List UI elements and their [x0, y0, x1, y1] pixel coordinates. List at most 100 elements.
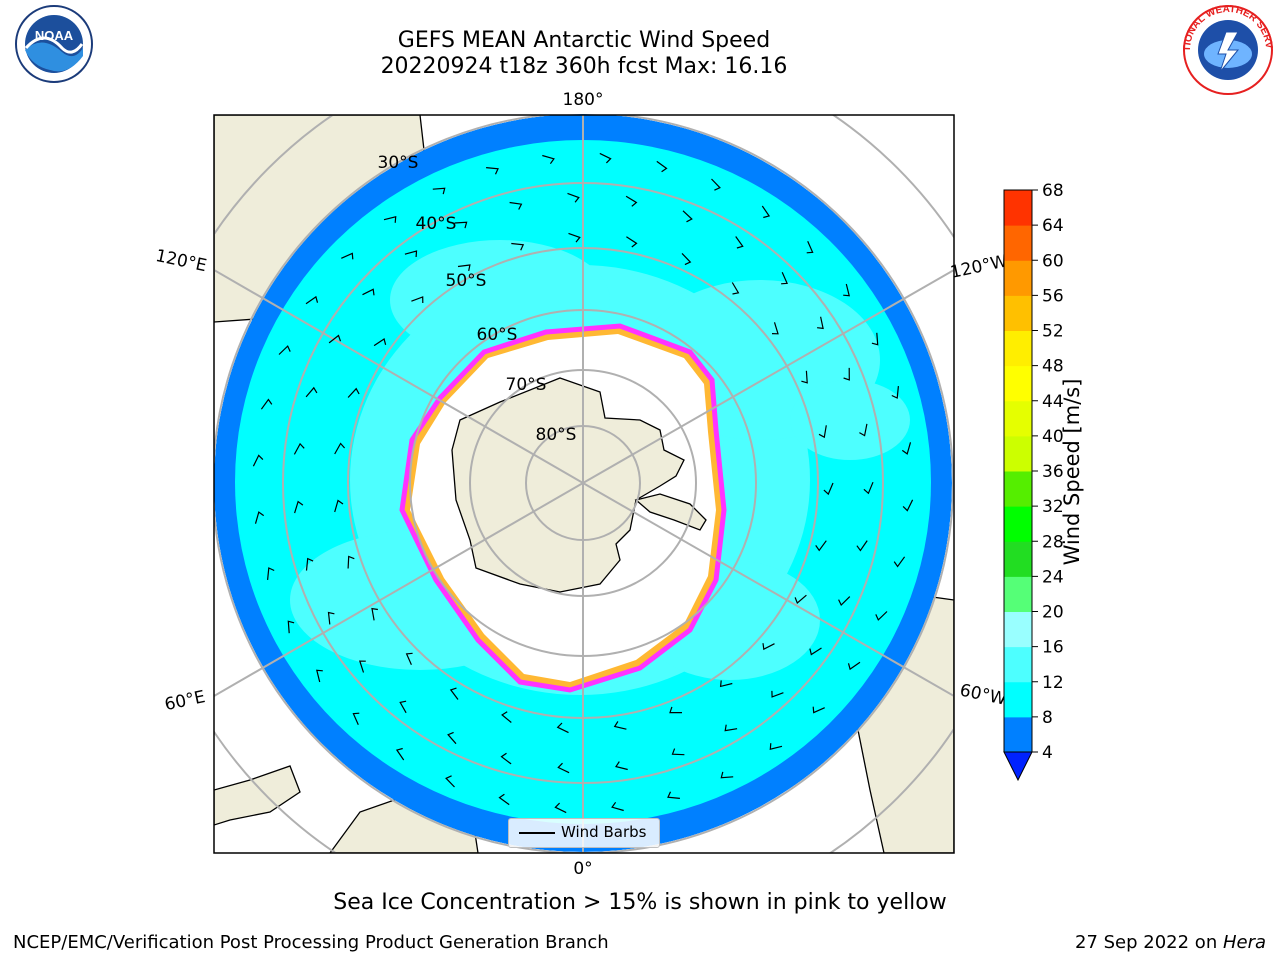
wind-barb	[316, 669, 323, 683]
wind-barb	[449, 687, 459, 700]
colorbar-tick-label: 28	[1042, 532, 1064, 552]
colorbar-segment	[1004, 330, 1032, 367]
wind-barb	[305, 386, 318, 398]
wind-barb	[843, 367, 850, 381]
wind-barb	[902, 499, 914, 512]
wind-barb	[334, 499, 344, 513]
lon-label-0: 0°	[573, 859, 592, 879]
wind-barb	[667, 791, 680, 799]
wind-barb	[762, 643, 775, 651]
graticule	[214, 115, 954, 853]
colorbar-tick-label: 56	[1042, 286, 1064, 306]
wind-barb	[871, 332, 879, 346]
colorbar-segment	[1004, 541, 1032, 577]
wind-barb	[486, 167, 499, 175]
wind-barb	[625, 195, 638, 207]
legend-line-swatch	[519, 832, 555, 834]
producer-credit: NCEP/EMC/Verification Post Processing Pr…	[13, 932, 609, 953]
colorbar-extend-triangle	[1003, 751, 1033, 782]
wind-barb	[362, 288, 375, 296]
wind-barb	[278, 345, 291, 355]
wind-barb	[371, 607, 378, 621]
wind-barb	[771, 322, 779, 335]
wind-barb	[358, 660, 366, 673]
wind-barb	[901, 442, 912, 455]
wind-barb	[771, 690, 784, 698]
lat-label-80s: 80°S	[536, 425, 577, 445]
wind-barb	[447, 731, 457, 745]
colorbar-segment	[1004, 471, 1032, 507]
wind-barb	[293, 442, 305, 455]
wind-barb	[843, 283, 850, 297]
wind-barb	[341, 252, 354, 260]
wind-barb	[405, 652, 413, 666]
barb-legend: Wind Barbs	[508, 818, 660, 848]
colorbar-segment	[1004, 260, 1032, 296]
wind-barb	[501, 711, 512, 723]
colorbar-segment	[1004, 611, 1032, 648]
colorbar-tick-label: 48	[1042, 357, 1064, 377]
wind-barb	[287, 620, 295, 634]
noaa-logo: NOAA	[15, 5, 93, 83]
wind-barb	[399, 700, 407, 714]
lon-label-60e: 60°E	[163, 687, 207, 715]
wind-barb	[260, 398, 273, 410]
wind-barb	[611, 801, 624, 812]
wind-barb	[328, 334, 342, 344]
map-frame	[213, 114, 955, 854]
wind-barb	[395, 747, 405, 761]
wind-barb	[626, 236, 638, 248]
wind-barb	[720, 771, 734, 779]
colorbar-tick-label: 4	[1042, 743, 1053, 763]
wind-barb	[669, 706, 682, 714]
lat-label-30s: 30°S	[378, 153, 419, 173]
wind-barb	[761, 205, 771, 219]
colorbar-segment	[1004, 681, 1032, 718]
colorbar-tick-label: 8	[1042, 708, 1053, 728]
chart-title: GEFS MEAN Antarctic Wind Speed	[397, 28, 771, 53]
wind-barb	[347, 387, 360, 398]
lon-label-120e: 120°E	[154, 246, 209, 276]
wind-barb	[404, 250, 418, 258]
wind-barb	[681, 252, 692, 266]
wind-barbs	[252, 152, 914, 814]
wind-barb	[781, 272, 788, 285]
wind-barb	[893, 556, 906, 568]
wind-barb	[735, 236, 744, 249]
wind-barb	[411, 296, 424, 304]
lat-label-70s: 70°S	[506, 375, 547, 395]
wind-barb	[327, 611, 335, 625]
colorbar-segment	[1004, 646, 1032, 683]
nws-logo: NATIONAL WEATHER SERVICE	[1176, 2, 1274, 95]
wind-barb	[731, 282, 740, 295]
wind-barb	[347, 555, 355, 569]
wind-barb	[254, 511, 265, 524]
colorbar-segment	[1004, 576, 1032, 612]
wind-barb	[863, 481, 874, 495]
wind-barb	[847, 661, 861, 671]
colorbar-tick-label: 40	[1042, 427, 1064, 447]
noaa-logo-text: NOAA	[35, 28, 74, 43]
wind-barb	[542, 154, 555, 165]
wind-barb	[511, 242, 525, 251]
colorbar-segment	[1004, 295, 1032, 331]
wind-barb	[567, 192, 580, 203]
wind-barb	[891, 386, 899, 399]
wind-barb	[383, 216, 397, 223]
colorbar-segment	[1004, 190, 1032, 226]
colorbar-segment	[1004, 225, 1032, 261]
wind-barb	[509, 201, 523, 210]
lat-label-50s: 50°S	[446, 271, 487, 291]
wind-barb	[457, 264, 471, 272]
wind-barb	[682, 210, 693, 223]
colorbar-tick-label: 12	[1042, 673, 1064, 693]
wind-barb	[557, 762, 570, 774]
colorbar-label: Wind Speed [m/s]	[1060, 378, 1084, 566]
wind-barb	[613, 721, 627, 730]
colorbar-tick-label: 60	[1042, 251, 1064, 271]
wind-barb	[671, 748, 685, 756]
lat-label-60s: 60°S	[477, 325, 518, 345]
wind-barb	[568, 232, 581, 243]
